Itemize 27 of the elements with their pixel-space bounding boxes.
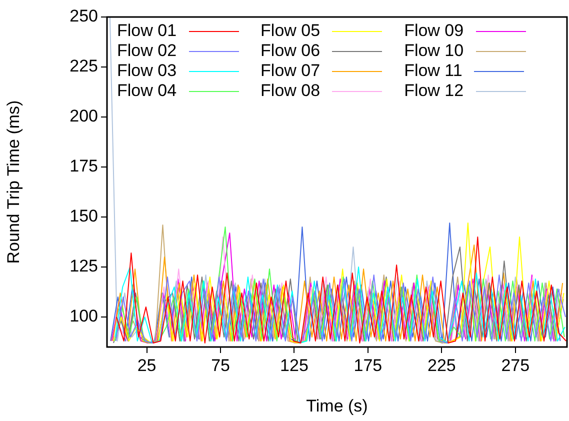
y-tick-label: 200	[70, 106, 98, 126]
y-tick-label: 125	[70, 256, 98, 276]
y-axis-title: Round Trip Time (ms)	[4, 100, 23, 264]
legend-label: Flow 10	[404, 41, 464, 61]
x-tick-label: 175	[354, 356, 382, 375]
legend-label: Flow 03	[117, 61, 177, 81]
legend-label: Flow 11	[404, 61, 462, 81]
y-tick-label: 250	[70, 6, 98, 26]
y-tick-label: 225	[70, 56, 98, 76]
legend-label: Flow 08	[260, 81, 320, 101]
legend-label: Flow 07	[260, 61, 320, 81]
legend-label: Flow 12	[404, 81, 464, 101]
x-tick-label: 75	[211, 356, 230, 375]
y-tick-label: 175	[70, 156, 98, 176]
y-tick-label: 150	[70, 206, 98, 226]
legend-label: Flow 04	[117, 81, 177, 101]
x-tick-label: 125	[280, 356, 308, 375]
y-tick-label: 100	[70, 306, 98, 326]
legend-label: Flow 05	[260, 21, 320, 41]
legend-label: Flow 09	[404, 21, 464, 41]
legend-label: Flow 01	[117, 21, 177, 41]
x-tick-label: 225	[427, 356, 456, 375]
x-tick-label: 275	[501, 356, 530, 375]
x-axis-title: Time (s)	[306, 396, 368, 416]
x-tick-label: 25	[137, 356, 156, 375]
legend-label: Flow 06	[260, 41, 320, 61]
legend-label: Flow 02	[117, 41, 177, 61]
